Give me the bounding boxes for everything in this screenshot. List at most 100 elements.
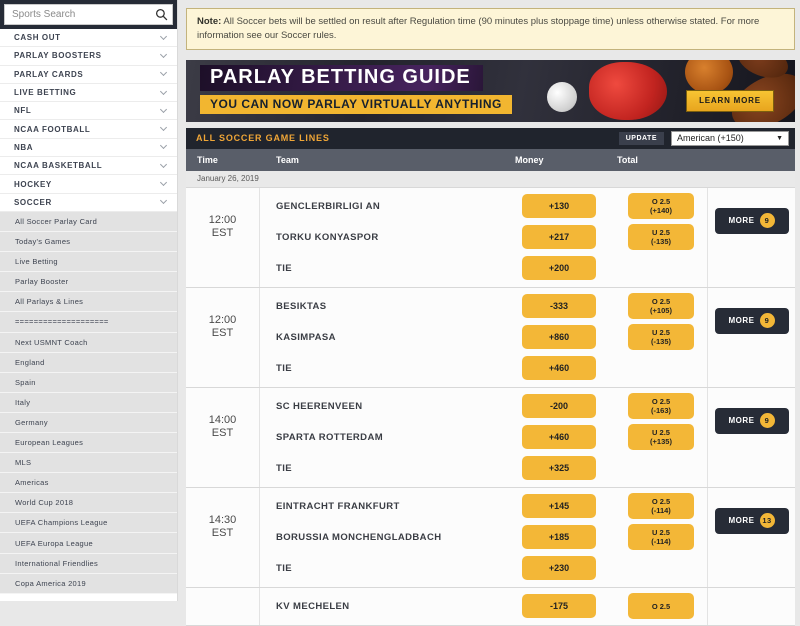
chevron-down-icon [159, 32, 168, 40]
more-button[interactable]: MORE 9 [714, 307, 789, 334]
game-row: TIE +230 [260, 553, 707, 584]
sidebar-subitem-live-betting[interactable]: Live Betting [0, 252, 177, 273]
sidebar-item-label: NCAA BASKETBALL [14, 161, 103, 171]
game-rows: SC HEERENVEEN -200 O 2.5 (-163) SPARTA ROTTE… [260, 388, 707, 487]
total-line-price: (-114) [651, 506, 671, 516]
game-rows: GENCLERBIRLIGI AN +130 O 2.5 (+140) TORKU KO… [260, 188, 707, 287]
total-odds-button[interactable]: U 2.5 (-135) [628, 224, 694, 251]
odds-format-value: American (+150) [677, 133, 744, 144]
money-odds-button[interactable]: +185 [522, 525, 596, 550]
sidebar-item-label: HOCKEY [14, 179, 52, 189]
sidebar-item-cash-out[interactable]: CASH OUT [0, 29, 177, 48]
total-odds-button[interactable]: O 2.5 (+140) [628, 193, 694, 220]
money-cell: +325 [503, 456, 615, 481]
sidebar-item-hockey[interactable]: HOCKEY [0, 175, 177, 194]
total-odds-button[interactable]: U 2.5 (+135) [628, 424, 694, 451]
sidebar-subitem-international-friendlies[interactable]: International Friendlies [0, 553, 177, 574]
sidebar-subitem-next-usmnt-coach[interactable]: Next USMNT Coach [0, 332, 177, 353]
game-block: 14:00 EST SC HEERENVEEN -200 O 2.5 (-163) SPAR… [186, 387, 795, 488]
more-button[interactable]: MORE 9 [714, 407, 789, 434]
money-odds-button[interactable]: -175 [522, 594, 596, 619]
update-button[interactable]: UPDATE [618, 131, 664, 145]
sidebar-nav: CASH OUT PARLAY BOOSTERS PARLAY CARDS LIVE … [0, 29, 177, 212]
total-line-price: (-135) [650, 337, 671, 347]
odds-format-dropdown[interactable]: American (+150) ▼ [671, 130, 789, 146]
sports-search-bar [0, 0, 177, 29]
sidebar-item-nfl[interactable]: NFL [0, 102, 177, 121]
total-cell: U 2.5 (-114) [615, 524, 707, 551]
learn-more-button[interactable]: LEARN MORE [686, 89, 774, 112]
sidebar-subitem-all-soccer-parlay-card[interactable]: All Soccer Parlay Card [0, 211, 177, 233]
money-odds-button[interactable]: +200 [522, 256, 596, 281]
sidebar-item-parlay-cards[interactable]: PARLAY CARDS [0, 65, 177, 84]
money-cell: +200 [503, 256, 615, 281]
sidebar-subitem-uefa-europa-league[interactable]: UEFA Europa League [0, 533, 177, 554]
money-odds-button[interactable]: +130 [522, 194, 596, 219]
money-odds-button[interactable]: +217 [522, 225, 596, 250]
money-odds-button[interactable]: +325 [522, 456, 596, 481]
parlay-banner[interactable]: PARLAY BETTING GUIDE YOU CAN NOW PARLAY … [186, 59, 795, 122]
sidebar-item-ncaa-basketball[interactable]: NCAA BASKETBALL [0, 157, 177, 176]
sidebar-subitem-today-s-games[interactable]: Today's Games [0, 232, 177, 253]
money-cell: +460 [503, 425, 615, 450]
sidebar-subitem-england[interactable]: England [0, 352, 177, 373]
sidebar-subitem-european-leagues[interactable]: European Leagues [0, 433, 177, 454]
money-cell: +460 [503, 356, 615, 381]
money-odds-button[interactable]: -200 [522, 394, 596, 419]
sidebar-subitem-spain[interactable]: Spain [0, 372, 177, 393]
sidebar-item-live-betting[interactable]: LIVE BETTING [0, 83, 177, 103]
total-odds-button[interactable]: O 2.5 (+105) [628, 293, 694, 320]
sidebar-item-nba[interactable]: NBA [0, 138, 177, 158]
money-cell: +860 [503, 325, 615, 350]
sidebar-subitem-separator[interactable]: ==================== [0, 312, 177, 333]
table-title: ALL SOCCER GAME LINES [196, 133, 330, 144]
team-name: TIE [276, 462, 292, 474]
sidebar-subitem-all-parlays-lines[interactable]: All Parlays & Lines [0, 292, 177, 313]
table-header-bar: ALL SOCCER GAME LINES UPDATE American (+… [186, 127, 795, 149]
column-money: Money [515, 154, 544, 165]
money-odds-button[interactable]: +860 [522, 325, 596, 350]
money-cell: -200 [503, 394, 615, 419]
total-cell: O 2.5 (-114) [615, 493, 707, 520]
sidebar-item-ncaa-football[interactable]: NCAA FOOTBALL [0, 120, 177, 139]
sidebar-item-soccer[interactable]: SOCCER [0, 193, 177, 212]
sidebar-subitem-parlay-booster[interactable]: Parlay Booster [0, 272, 177, 293]
total-odds-button[interactable]: O 2.5 (-163) [628, 393, 694, 420]
sidebar: CASH OUT PARLAY BOOSTERS PARLAY CARDS LIVE … [0, 0, 178, 601]
sidebar-subitem-world-cup-2018[interactable]: World Cup 2018 [0, 493, 177, 514]
total-odds-button[interactable]: U 2.5 (-114) [628, 524, 694, 551]
more-button-label: MORE [728, 416, 755, 426]
money-odds-button[interactable]: +460 [522, 356, 596, 381]
sidebar-item-label: PARLAY CARDS [14, 69, 84, 79]
more-button[interactable]: MORE 9 [714, 207, 789, 234]
total-odds-button[interactable]: O 2.5 (-114) [628, 493, 694, 520]
total-odds-button[interactable]: U 2.5 (-135) [628, 324, 694, 351]
dropdown-arrow-icon: ▼ [776, 134, 783, 142]
sidebar-subitem-uefa-champions-league[interactable]: UEFA Champions League [0, 513, 177, 534]
money-cell: +217 [503, 225, 615, 250]
team-name: SC HEERENVEEN [276, 400, 363, 412]
money-odds-button[interactable]: +460 [522, 425, 596, 450]
sidebar-subitem-copa-america-2019[interactable]: Copa America 2019 [0, 573, 177, 594]
game-row: KV MECHELEN -175 O 2.5 [260, 591, 707, 622]
team-name: SPARTA ROTTERDAM [276, 431, 384, 443]
sidebar-subitem-americas[interactable]: Americas [0, 473, 177, 494]
column-time: Time [197, 154, 218, 165]
game-row: SPARTA ROTTERDAM +460 U 2.5 (+135) [260, 422, 707, 453]
more-count-badge: 9 [759, 413, 775, 429]
sidebar-subitem-germany[interactable]: Germany [0, 412, 177, 433]
game-rows: KV MECHELEN -175 O 2.5 [260, 588, 707, 625]
sidebar-subitem-mls[interactable]: MLS [0, 453, 177, 474]
money-odds-button[interactable]: +230 [522, 556, 596, 581]
more-count-badge: 13 [759, 513, 775, 529]
soccer-rules-note: Note: All Soccer bets will be settled on… [186, 8, 795, 50]
money-odds-button[interactable]: -333 [522, 294, 596, 319]
sidebar-subitem-italy[interactable]: Italy [0, 392, 177, 413]
money-odds-button[interactable]: +145 [522, 494, 596, 519]
total-odds-button[interactable]: O 2.5 [628, 593, 694, 620]
more-button[interactable]: MORE 13 [714, 507, 789, 534]
search-input[interactable] [4, 4, 173, 25]
team-name: TIE [276, 362, 292, 374]
sidebar-item-parlay-boosters[interactable]: PARLAY BOOSTERS [0, 47, 177, 66]
total-line-over-under: O 2.5 [651, 601, 671, 611]
